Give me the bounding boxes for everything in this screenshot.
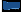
MS2, Moderate, 2 years — [6, 6, 7, 7]
MS2, Moderate, 1 year — [2, 1, 3, 2]
Line: MS2, Moderate, 0.5 years: MS2, Moderate, 0.5 years — [3, 1, 19, 8]
MS2, Moderate, 1 year — [6, 6, 7, 7]
MS2, Moderate, 2 years — [2, 1, 3, 2]
Line: MS2, Moderate, 2 years: MS2, Moderate, 2 years — [3, 1, 19, 8]
Line: MS2, Moderate, 1 year: MS2, Moderate, 1 year — [3, 1, 19, 8]
MS2, Moderate, 0.5 years — [6, 6, 7, 7]
MS2, Moderate, 0.5 years — [2, 1, 3, 2]
MS2, Moderate, 0.5 years — [6, 6, 7, 7]
